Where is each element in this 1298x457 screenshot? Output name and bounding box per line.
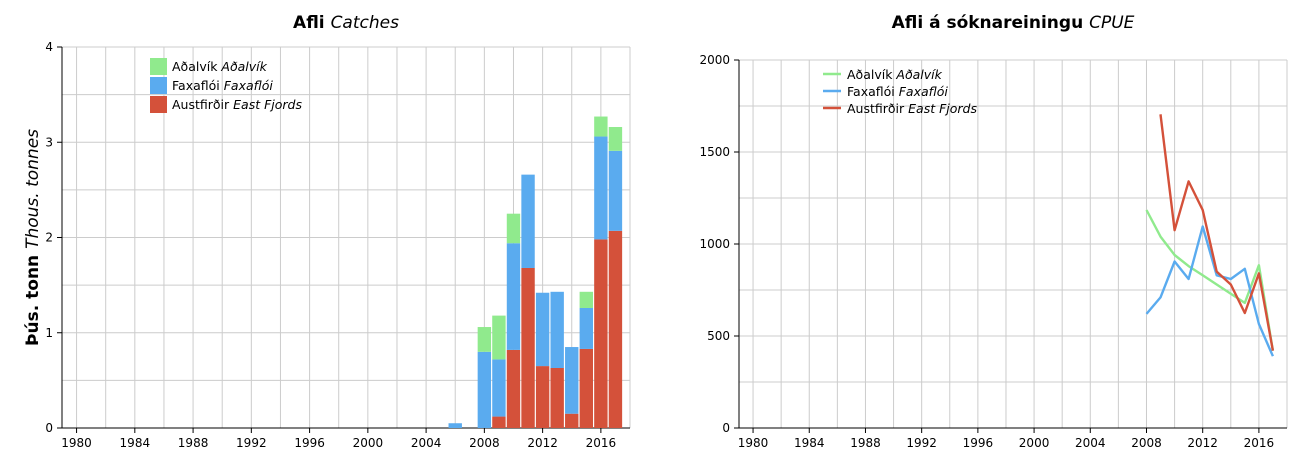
catches-bar <box>477 327 492 352</box>
catches-x-tick-label: 2004 <box>411 436 442 450</box>
cpue-legend-label-name-italic: Faxaflói <box>899 84 949 99</box>
catches-x-tick-label: 1996 <box>294 436 325 450</box>
catches-x-tick-label: 2012 <box>527 436 558 450</box>
cpue-y-tick-label: 1000 <box>699 237 730 251</box>
cpue-legend-label: Aðalvík Aðalvík <box>847 67 943 82</box>
catches-bar <box>550 291 564 368</box>
catches-x-tick-label: 2008 <box>469 436 500 450</box>
catches-y-axis-label-main: Þús. tonn <box>23 249 43 346</box>
catches-bar <box>535 366 550 428</box>
catches-legend-label: Aðalvík Aðalvík <box>172 59 268 74</box>
cpue-y-tick-label: 1500 <box>699 145 730 159</box>
catches-bar <box>477 351 492 428</box>
cpue-y-tick-label: 2000 <box>699 53 730 67</box>
catches-title-italic: Catches <box>331 13 400 33</box>
catches-bar <box>492 359 506 417</box>
catches-bar <box>594 116 608 137</box>
catches-legend-swatch <box>150 96 167 113</box>
catches-x-tick-label: 1992 <box>236 436 267 450</box>
catches-bar <box>521 174 535 268</box>
catches-bar <box>579 291 594 308</box>
cpue-x-tick-label: 1988 <box>850 436 881 450</box>
catches-bar <box>565 347 579 414</box>
cpue-title-italic: CPUE <box>1089 13 1135 33</box>
catches-x-tick-label: 1980 <box>61 436 92 450</box>
catches-legend-label-name: Austfirðir <box>172 97 233 112</box>
cpue-line <box>1159 114 1275 351</box>
catches-bar <box>492 315 506 360</box>
catches-y-tick-label: 3 <box>45 135 53 149</box>
catches-bar <box>506 349 521 428</box>
catches-bar <box>579 307 594 349</box>
catches-y-tick-label: 4 <box>45 40 53 54</box>
cpue-y-tick-label: 500 <box>707 329 730 343</box>
catches-bar <box>608 150 623 231</box>
catches-bar <box>506 243 521 350</box>
catches-x-tick-label: 1984 <box>120 436 151 450</box>
cpue-x-tick-label: 2004 <box>1075 436 1106 450</box>
cpue-x-tick-label: 1984 <box>794 436 825 450</box>
cpue-x-tick-label: 2012 <box>1187 436 1218 450</box>
cpue-legend-label-name: Faxaflói <box>847 84 899 99</box>
cpue-title: Afli á sóknareiningu CPUE <box>892 13 1135 33</box>
catches-legend-label: Austfirðir East Fjords <box>172 97 302 112</box>
catches-y-tick-label: 0 <box>45 421 53 435</box>
cpue-legend-label: Austfirðir East Fjords <box>847 101 977 116</box>
cpue-x-tick-label: 1996 <box>963 436 994 450</box>
cpue-legend-label: Faxaflói Faxaflói <box>847 84 948 99</box>
catches-bar <box>521 267 535 428</box>
catches-bar <box>608 127 623 151</box>
catches-x-tick-label: 1988 <box>178 436 209 450</box>
catches-bar <box>608 230 623 428</box>
catches-y-tick-label: 2 <box>45 231 53 245</box>
cpue-legend-label-name-italic: Aðalvík <box>895 67 942 82</box>
catches-bar <box>594 239 608 428</box>
cpue-x-tick-label: 1992 <box>906 436 937 450</box>
cpue-x-tick-label: 2016 <box>1244 436 1275 450</box>
catches-legend-swatch <box>150 77 167 94</box>
catches-legend-label-name: Aðalvík <box>172 59 221 74</box>
catches-legend-label-name: Faxaflói <box>172 78 224 93</box>
catches-x-tick-label: 2016 <box>586 436 617 450</box>
cpue-x-tick-label: 2000 <box>1019 436 1050 450</box>
catches-legend-label-name-italic: Aðalvík <box>220 59 267 74</box>
cpue-y-tick-label: 0 <box>722 421 730 435</box>
catches-x-tick-label: 2000 <box>353 436 384 450</box>
cpue-x-tick-label: 2008 <box>1131 436 1162 450</box>
catches-bar <box>535 292 550 367</box>
cpue-x-tick-label: 1980 <box>738 436 769 450</box>
catches-y-tick-label: 1 <box>45 326 53 340</box>
cpue-legend-label-name-italic: East Fjords <box>908 101 977 116</box>
catches-y-axis-label: Þús. tonn Thous. tonnes <box>23 129 43 346</box>
catches-legend-label-name-italic: East Fjords <box>233 97 302 112</box>
catches-bar <box>448 423 462 428</box>
cpue-legend-label-name: Aðalvík <box>847 67 896 82</box>
catches-title-main: Afli <box>293 13 331 33</box>
cpue-chart: 0 500 1000 1500 2000 1980 1984 1988 1992 1996 2000… <box>699 13 1288 450</box>
cpue-line <box>1145 209 1275 351</box>
catches-chart: 0 1 2 3 4 1980 1984 1988 1992 1996 2000 2004 2008 201… <box>23 13 631 450</box>
catches-bar <box>594 136 608 240</box>
catches-bar <box>492 416 506 428</box>
catches-title: Afli Catches <box>293 13 399 33</box>
catches-legend-label: Faxaflói Faxaflói <box>172 78 273 93</box>
catches-legend-swatch <box>150 58 167 75</box>
cpue-title-main: Afli á sóknareiningu <box>892 13 1090 33</box>
catches-bar <box>579 348 594 428</box>
catches-bar <box>506 213 521 244</box>
catches-bar <box>550 367 564 428</box>
catches-legend-label-name-italic: Faxaflói <box>224 78 274 93</box>
catches-y-axis-label-italic: Thous. tonnes <box>23 129 43 249</box>
cpue-legend-label-name: Austfirðir <box>847 101 908 116</box>
catches-bar <box>565 413 579 428</box>
